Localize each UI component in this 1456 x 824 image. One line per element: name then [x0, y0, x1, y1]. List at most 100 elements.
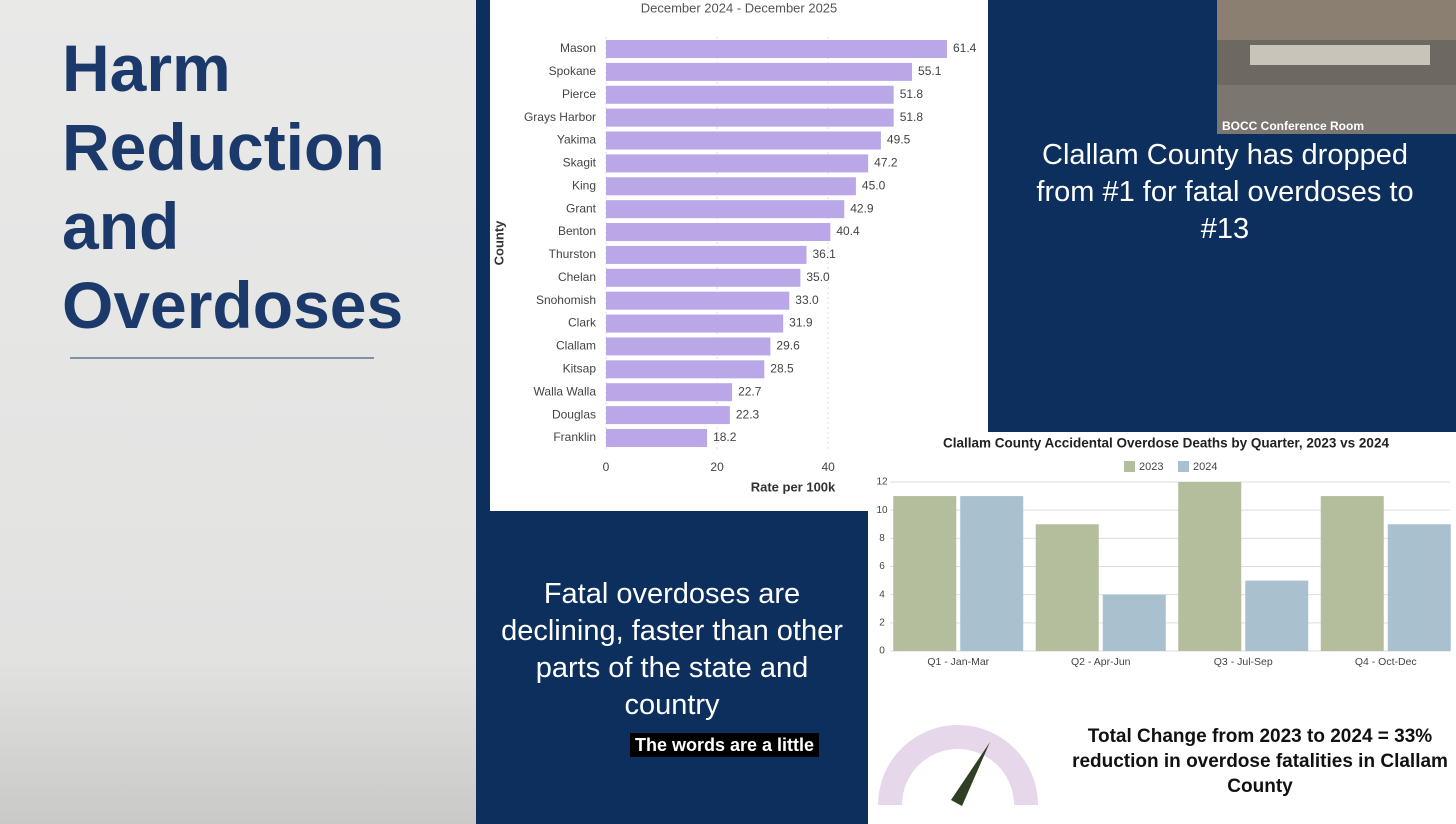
y-tick-label: Mason [560, 41, 596, 55]
y-tick-label: Clallam [556, 339, 596, 353]
webcam-wall [1217, 0, 1456, 40]
chart-1: December 2024 - December 2025 0 20 40 Rate p… [491, 0, 976, 494]
bar [893, 496, 957, 651]
value-label: 55.1 [918, 64, 942, 78]
y-tick-label: 10 [876, 505, 888, 516]
y-tick-label: Spokane [549, 64, 597, 78]
left-panel [0, 0, 476, 824]
y-tick-label: 0 [879, 646, 885, 657]
gauge [878, 725, 1038, 806]
bar [606, 200, 845, 219]
x-tick-label: 20 [710, 460, 724, 474]
value-label: 33.0 [795, 293, 819, 307]
value-label: 22.3 [736, 407, 760, 421]
y-tick-label: King [572, 178, 596, 192]
slide-title: Harm Reduction and Overdoses [62, 31, 404, 342]
bar [1035, 524, 1099, 651]
bar [606, 223, 831, 242]
value-label: 45.0 [862, 178, 886, 192]
chart-subtitle: December 2024 - December 2025 [641, 0, 838, 15]
y-tick-label: 12 [876, 477, 888, 488]
bar [1178, 482, 1242, 651]
y-tick-label: Yakima [557, 133, 596, 147]
value-label: 61.4 [953, 41, 977, 55]
bar [606, 268, 801, 287]
y-tick-label: Grays Harbor [524, 110, 596, 124]
y-tick-label: Franklin [553, 430, 596, 444]
y-tick-label: Grant [566, 201, 597, 215]
y-tick-label: Kitsap [563, 361, 597, 375]
value-label: 42.9 [850, 201, 874, 215]
value-label: 51.8 [900, 87, 924, 101]
chart-2: Clallam County Accidental Overdose Death… [876, 436, 1451, 668]
y-tick-label: Douglas [552, 407, 596, 421]
bar [606, 314, 784, 333]
bar [606, 108, 894, 127]
legend-label: 2024 [1193, 461, 1217, 473]
webcam-table [1250, 45, 1430, 65]
y-tick-label: Clark [568, 316, 597, 330]
bar [606, 40, 948, 58]
bar [606, 337, 771, 356]
y-axis-label: County [491, 220, 506, 266]
value-label: 49.5 [887, 133, 911, 147]
bar [606, 85, 894, 104]
webcam-label: BOCC Conference Room [1222, 119, 1364, 133]
value-label: 36.1 [812, 247, 836, 261]
bar [606, 428, 708, 447]
x-tick-label: Q1 - Jan-Mar [927, 656, 989, 668]
value-label: 22.7 [738, 384, 762, 398]
legend-swatch [1124, 461, 1135, 472]
value-label: 47.2 [874, 156, 898, 170]
x-tick-label: 0 [603, 460, 610, 474]
y-tick-label: Pierce [562, 87, 596, 101]
y-tick-label: 2 [879, 617, 885, 628]
bar [606, 154, 869, 173]
bar [1245, 580, 1309, 651]
webcam-floor [1217, 85, 1456, 134]
y-tick-label: Benton [558, 224, 596, 238]
value-label: 18.2 [713, 430, 737, 444]
gauge-needle [951, 742, 990, 806]
y-tick-label: Thurston [549, 247, 596, 261]
y-tick-label: 8 [879, 533, 885, 544]
bar [606, 62, 913, 81]
y-tick-label: Skagit [563, 156, 597, 170]
gauge-arc [878, 725, 1038, 805]
bar [606, 383, 733, 402]
value-label: 31.9 [789, 316, 813, 330]
x-tick-label: Q2 - Apr-Jun [1071, 656, 1131, 668]
y-tick-label: 4 [879, 589, 885, 600]
legend-label: 2023 [1139, 461, 1163, 473]
x-tick-label: Q4 - Oct-Dec [1355, 656, 1417, 668]
y-tick-label: Snohomish [536, 293, 596, 307]
value-label: 51.8 [900, 110, 924, 124]
bar [606, 177, 856, 196]
value-label: 29.6 [776, 339, 800, 353]
y-tick-label: Walla Walla [534, 384, 597, 398]
y-tick-label: Chelan [558, 270, 596, 284]
bar [606, 245, 807, 264]
bar [1102, 594, 1166, 651]
bar [1320, 496, 1384, 651]
caption: The words are a little [630, 733, 820, 757]
y-tick-label: 6 [879, 561, 885, 572]
value-label: 28.5 [770, 361, 794, 375]
callout-top: Clallam County has dropped from #1 for f… [1036, 139, 1414, 245]
bar [1387, 524, 1451, 651]
summary: Total Change from 2023 to 2024 = 33% red… [1072, 726, 1448, 797]
bar [606, 131, 881, 150]
x-tick-label: Q3 - Jul-Sep [1214, 656, 1273, 668]
value-label: 40.4 [836, 224, 860, 238]
bar [606, 360, 765, 379]
callout-bottom: Fatal overdoses are declining, faster th… [501, 578, 843, 721]
legend-swatch [1178, 461, 1189, 472]
x-axis-label: Rate per 100k [751, 479, 836, 494]
bar [960, 496, 1024, 651]
bar [606, 291, 790, 310]
bar [606, 406, 730, 425]
chart-title: Clallam County Accidental Overdose Death… [943, 436, 1389, 451]
x-tick-label: 40 [821, 460, 835, 474]
